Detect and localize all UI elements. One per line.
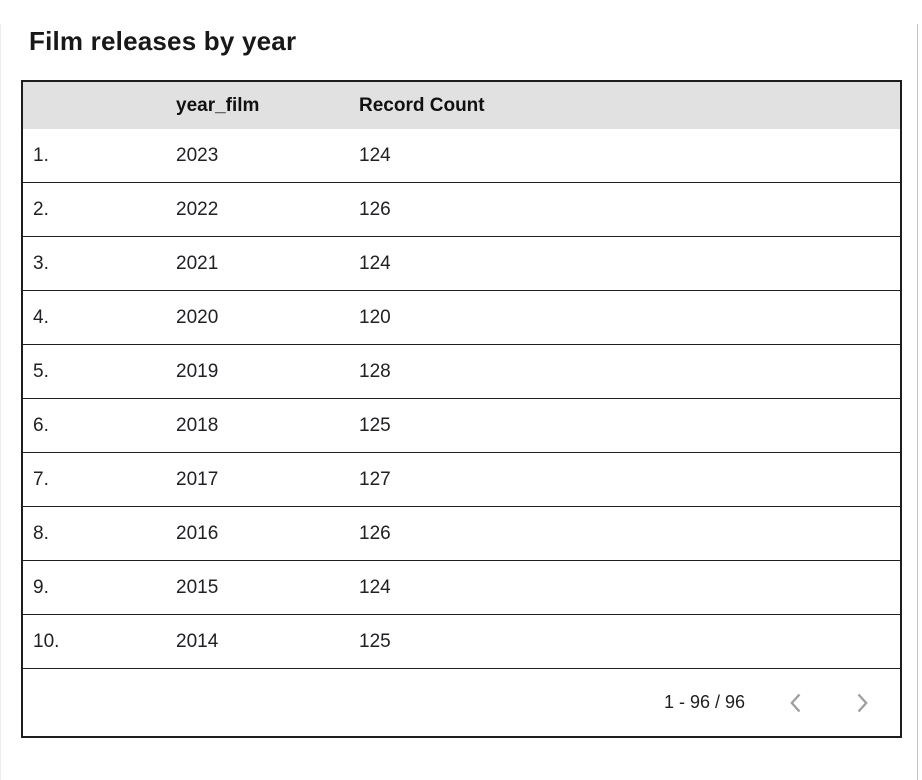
table-row: 10. 2014 125 [23,614,900,669]
header-cell-index [23,82,159,129]
record-count-cell: 125 [343,398,900,453]
chevron-left-icon [784,691,808,715]
next-page-button[interactable] [849,690,875,716]
row-index-cell: 9. [23,560,159,615]
year-film-cell: 2014 [159,614,343,669]
header-cell-record-count[interactable]: Record Count [343,82,900,129]
data-table: year_film Record Count 1. 2023 124 2. 2022 12… [23,82,900,669]
header-cell-year-film[interactable]: year_film [159,82,343,129]
year-film-cell: 2021 [159,236,343,291]
record-count-cell: 120 [343,290,900,345]
record-count-cell: 124 [343,560,900,615]
prev-page-button[interactable] [783,690,809,716]
row-index-cell: 10. [23,614,159,669]
table-row: 6. 2018 125 [23,398,900,453]
pagination-range: 1 - 96 / 96 [663,692,745,712]
record-count-cell: 124 [343,129,900,183]
table-row: 7. 2017 127 [23,452,900,507]
report-card: Film releases by year year_film Record C… [0,24,918,780]
row-index-cell: 7. [23,452,159,507]
header-row: year_film Record Count [23,82,900,129]
table-row: 8. 2016 126 [23,506,900,561]
table-header: year_film Record Count [23,82,900,129]
record-count-cell: 128 [343,344,900,399]
record-count-cell: 125 [343,614,900,669]
table-row: 4. 2020 120 [23,290,900,345]
year-film-cell: 2023 [159,129,343,183]
row-index-cell: 8. [23,506,159,561]
table-row: 3. 2021 124 [23,236,900,291]
chevron-right-icon [850,691,874,715]
record-count-cell: 124 [343,236,900,291]
row-index-cell: 6. [23,398,159,453]
row-index-cell: 1. [23,129,159,183]
record-count-cell: 127 [343,452,900,507]
table-row: 5. 2019 128 [23,344,900,399]
page-title: Film releases by year [29,26,297,56]
table-row: 9. 2015 124 [23,560,900,615]
year-film-cell: 2022 [159,182,343,237]
row-index-cell: 4. [23,290,159,345]
table-row: 1. 2023 124 [23,129,900,183]
row-index-cell: 2. [23,182,159,237]
table-body: 1. 2023 124 2. 2022 126 3. 2021 124 4. 2020 120 5. 20… [23,129,900,669]
year-film-cell: 2015 [159,560,343,615]
table-container: year_film Record Count 1. 2023 124 2. 2022 12… [21,80,902,738]
year-film-cell: 2017 [159,452,343,507]
year-film-cell: 2016 [159,506,343,561]
year-film-cell: 2020 [159,290,343,345]
row-index-cell: 3. [23,236,159,291]
row-index-cell: 5. [23,344,159,399]
table-row: 2. 2022 126 [23,182,900,237]
record-count-cell: 126 [343,506,900,561]
record-count-cell: 126 [343,182,900,237]
pagination-bar: 1 - 96 / 96 [23,669,900,736]
year-film-cell: 2018 [159,398,343,453]
year-film-cell: 2019 [159,344,343,399]
